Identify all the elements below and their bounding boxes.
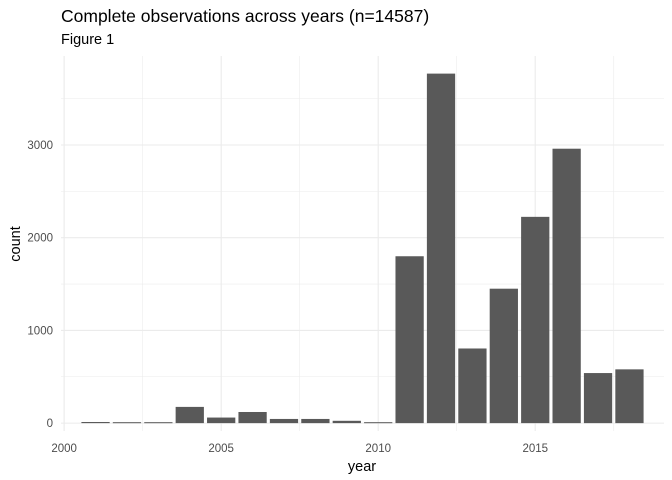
bar-2002 [112, 422, 142, 424]
bar-2014 [489, 288, 518, 424]
bar-2008 [301, 418, 330, 424]
bar-2011 [395, 256, 424, 424]
bar-2013 [458, 348, 487, 424]
chart-subtitle: Figure 1 [61, 32, 115, 48]
bar-2001 [81, 422, 110, 424]
bar-2015 [521, 216, 550, 424]
y-axis-ticks: 0 1000 2000 3000 [27, 140, 53, 430]
bar-2007 [269, 418, 299, 424]
x-tick-label: 2015 [522, 443, 548, 455]
bar-2017 [583, 373, 613, 424]
y-tick-label: 3000 [27, 140, 53, 152]
y-axis-title: count [8, 226, 24, 261]
bar-2006 [238, 411, 267, 424]
bars [81, 73, 644, 424]
chart-title: Complete observations across years (n=14… [61, 6, 430, 26]
bar-2005 [207, 417, 236, 424]
bar-2004 [175, 406, 204, 424]
y-tick-label: 0 [47, 418, 53, 430]
x-tick-label: 2005 [208, 443, 234, 455]
x-axis-title: year [348, 459, 376, 475]
bar-2003 [144, 422, 173, 424]
y-tick-label: 2000 [27, 233, 53, 245]
x-tick-label: 2000 [51, 443, 77, 455]
bar-2018 [615, 369, 644, 424]
x-tick-label: 2010 [365, 443, 391, 455]
bar-2016 [552, 148, 581, 424]
bar-2012 [426, 73, 456, 424]
bar-2009 [332, 420, 361, 424]
x-axis-ticks: 2000 2005 2010 2015 [51, 443, 548, 455]
y-tick-label: 1000 [27, 325, 53, 337]
bar-2010 [364, 422, 393, 424]
